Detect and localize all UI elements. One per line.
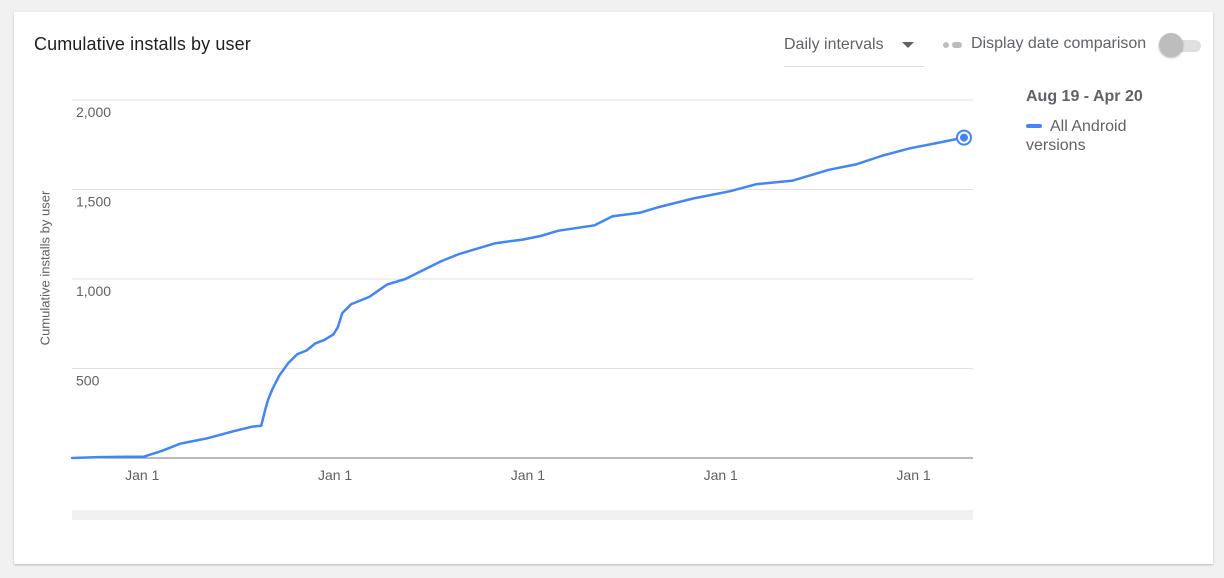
x-tick-label: Jan 1: [318, 467, 352, 483]
chart-range-scrollbar[interactable]: [72, 510, 973, 520]
x-tick-label: Jan 1: [896, 467, 930, 483]
x-tick-label: Jan 1: [125, 467, 159, 483]
y-tick-label: 500: [76, 373, 100, 389]
y-axis-title: Cumulative installs by user: [38, 191, 53, 346]
end-point: [960, 134, 968, 142]
x-tick-label: Jan 1: [511, 467, 545, 483]
series-line: [72, 138, 964, 458]
y-tick-label: 2,000: [76, 104, 111, 120]
y-tick-label: 1,500: [76, 194, 111, 210]
y-tick-label: 1,000: [76, 283, 111, 299]
line-chart: 2,000 1,500 1,000 500 Jan 1 Jan 1 Jan 1 Jan 1 Ja…: [14, 12, 1213, 564]
x-tick-label: Jan 1: [704, 467, 738, 483]
chart-card: Cumulative installs by user Daily interv…: [14, 12, 1213, 564]
